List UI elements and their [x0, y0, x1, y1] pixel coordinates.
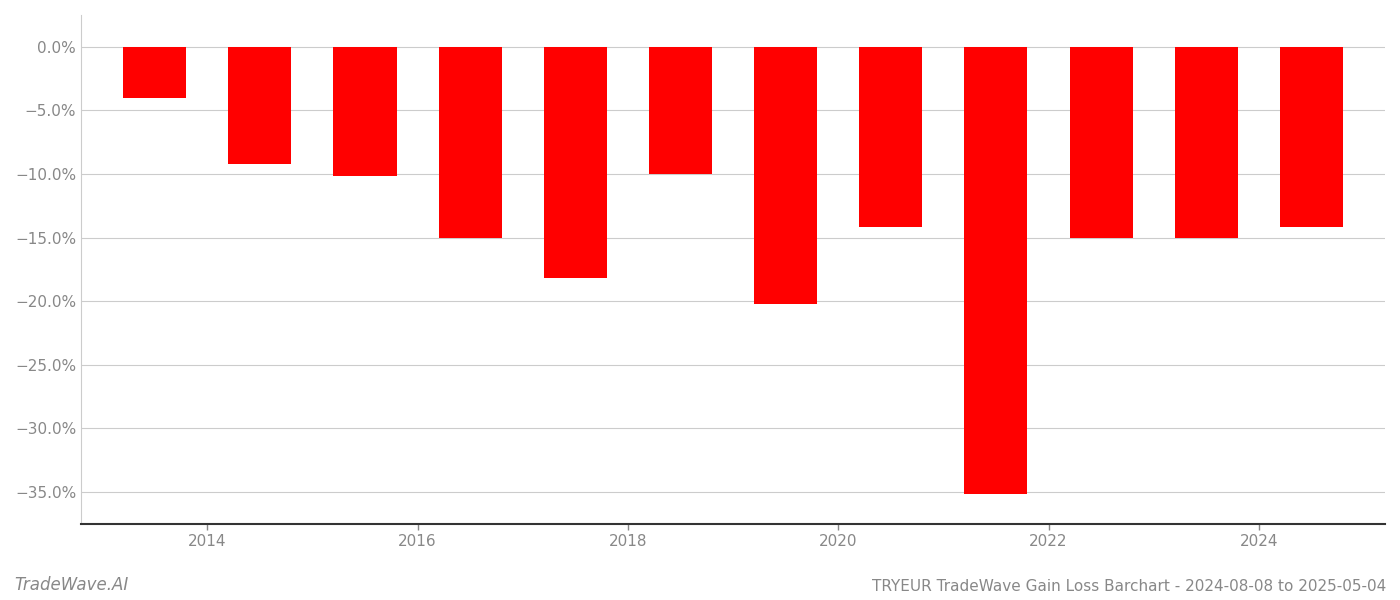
Bar [543, 47, 606, 278]
Bar [1070, 47, 1133, 238]
Bar [228, 47, 291, 164]
Bar [1280, 47, 1343, 227]
Text: TradeWave.AI: TradeWave.AI [14, 576, 129, 594]
Text: TRYEUR TradeWave Gain Loss Barchart - 2024-08-08 to 2025-05-04: TRYEUR TradeWave Gain Loss Barchart - 20… [872, 579, 1386, 594]
Bar [123, 47, 186, 98]
Bar [965, 47, 1028, 494]
Bar [1175, 47, 1238, 238]
Bar [650, 47, 713, 174]
Bar [755, 47, 818, 304]
Bar [860, 47, 923, 227]
Bar [438, 47, 501, 238]
Bar [333, 47, 396, 176]
